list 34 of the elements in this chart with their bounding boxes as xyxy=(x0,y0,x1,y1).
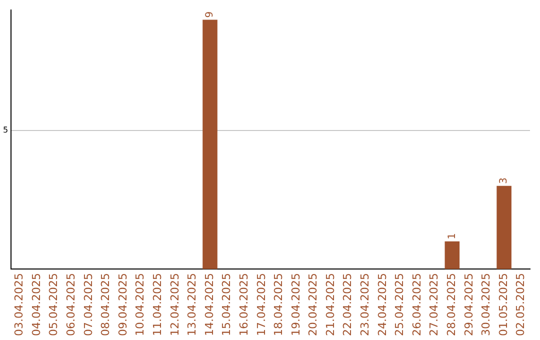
x-tick-label: 16.04.2025 xyxy=(237,273,250,336)
x-tick-label: 06.04.2025 xyxy=(64,273,78,336)
x-tick-label: 25.04.2025 xyxy=(393,273,406,336)
x-tick-label: 24.04.2025 xyxy=(376,273,389,336)
x-tick-label: 17.04.2025 xyxy=(254,273,268,336)
x-tick-label: 09.04.2025 xyxy=(116,273,130,336)
data-label: 3 xyxy=(498,178,510,184)
x-tick-label: 20.04.2025 xyxy=(306,273,320,336)
x-tick-label: 23.04.2025 xyxy=(358,273,372,336)
x-tick-label: 19.04.2025 xyxy=(289,273,302,336)
x-tick-label: 18.04.2025 xyxy=(272,273,286,336)
x-tick-label: 11.04.2025 xyxy=(150,273,164,336)
x-tick-label: 28.04.2025 xyxy=(445,273,458,336)
x-tick-label: 07.04.2025 xyxy=(82,273,95,336)
x-tick-label: 29.04.2025 xyxy=(462,273,476,336)
x-tick-label: 13.04.2025 xyxy=(186,273,199,336)
data-label: 1 xyxy=(446,232,458,240)
x-tick-label: 08.04.2025 xyxy=(99,273,112,336)
data-label: 9 xyxy=(204,11,216,18)
x-tick-label: 30.04.2025 xyxy=(480,273,493,336)
x-tick-label: 22.04.2025 xyxy=(341,273,354,336)
x-tick-label: 01.05.2025 xyxy=(496,273,510,336)
y-tick-label: 5 xyxy=(2,126,8,135)
x-tick-label: 15.04.2025 xyxy=(220,273,234,336)
x-tick-label: 26.04.2025 xyxy=(410,273,424,336)
x-tick-label: 12.04.2025 xyxy=(168,273,182,336)
x-tick-label: 02.05.2025 xyxy=(514,273,528,336)
x-tick-label: 10.04.2025 xyxy=(134,273,147,336)
x-tick-label: 03.04.2025 xyxy=(12,273,26,336)
x-tick-label: 14.04.2025 xyxy=(202,273,216,336)
x-tick-label: 27.04.2025 xyxy=(428,273,441,336)
x-tick-label: 04.04.2025 xyxy=(30,273,43,336)
x-tick-label: 05.04.2025 xyxy=(47,273,60,336)
x-tick-label: 21.04.2025 xyxy=(324,273,337,336)
